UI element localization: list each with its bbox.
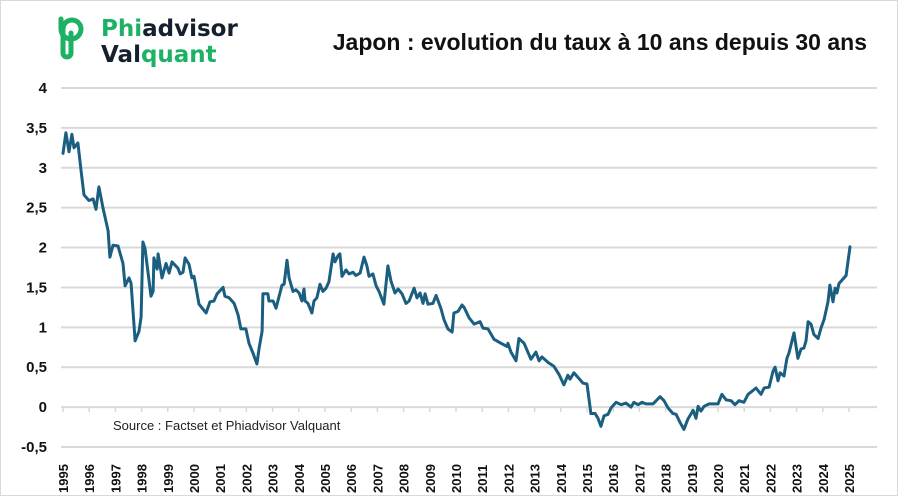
series-line-japon-10-ans bbox=[61, 131, 852, 431]
x-tick-label: 2013 bbox=[528, 464, 543, 493]
logo-advisor: advisor bbox=[142, 16, 238, 42]
x-tick-label: 2008 bbox=[397, 464, 412, 493]
y-tick-label: -0,5 bbox=[21, 439, 47, 456]
logo-mark-icon bbox=[58, 16, 84, 60]
logo-quant: quant bbox=[141, 42, 217, 68]
svg-text:Phiadvisor: Phiadvisor bbox=[101, 16, 238, 42]
y-tick-label: 1,5 bbox=[26, 279, 47, 296]
x-tick-label: 2024 bbox=[816, 463, 831, 493]
x-tick-label: 2012 bbox=[501, 464, 516, 493]
x-tick-label: 2003 bbox=[266, 464, 281, 493]
y-tick-label: 0,5 bbox=[26, 359, 47, 376]
x-tick-label: 2025 bbox=[842, 464, 857, 493]
y-tick-label: 1 bbox=[39, 319, 47, 336]
x-tick-label: 2014 bbox=[554, 463, 569, 493]
x-tick-label: 2019 bbox=[685, 464, 700, 493]
x-tick-label: 2001 bbox=[213, 464, 228, 493]
x-tick-label: 2022 bbox=[763, 464, 778, 493]
logo-val: Val bbox=[101, 42, 141, 68]
x-tick-label: 2023 bbox=[790, 464, 805, 493]
x-tick-label: 2020 bbox=[711, 464, 726, 493]
source-note: Source : Factset et Phiadvisor Valquant bbox=[113, 418, 341, 433]
x-tick-label: 2018 bbox=[659, 464, 674, 493]
x-tick-label: 2004 bbox=[292, 463, 307, 493]
x-tick-label: 2005 bbox=[318, 464, 333, 493]
x-tick-label: 1997 bbox=[108, 464, 123, 493]
y-tick-label: 4 bbox=[39, 80, 48, 97]
x-tick-label: 2021 bbox=[737, 464, 752, 493]
x-tick-label: 1996 bbox=[82, 464, 97, 493]
x-tick-label: 1999 bbox=[161, 464, 176, 493]
x-tick-label: 2000 bbox=[187, 464, 202, 493]
chart-title: Japon : evolution du taux à 10 ans depui… bbox=[333, 29, 867, 55]
x-tick-label: 1998 bbox=[135, 464, 150, 493]
x-tick-label: 2002 bbox=[239, 464, 254, 493]
x-tick-label: 1995 bbox=[56, 464, 71, 493]
phiadvisor-valquant-logo: Phiadvisor Valquant bbox=[58, 16, 238, 68]
x-tick-label: 2016 bbox=[606, 464, 621, 493]
y-tick-label: 3,5 bbox=[26, 120, 47, 137]
x-tick-label: 2009 bbox=[423, 464, 438, 493]
x-tick-label: 2011 bbox=[475, 465, 490, 493]
y-tick-label: 2,5 bbox=[26, 200, 47, 217]
x-tick-label: 2017 bbox=[632, 464, 647, 493]
svg-text:Valquant: Valquant bbox=[101, 42, 217, 68]
logo-phi: Phi bbox=[101, 16, 142, 42]
y-tick-label: 3 bbox=[39, 160, 47, 177]
y-tick-label: 0 bbox=[39, 399, 47, 416]
x-tick-label: 2015 bbox=[580, 464, 595, 493]
x-tick-label: 2006 bbox=[344, 464, 359, 493]
x-tick-label: 2010 bbox=[449, 464, 464, 493]
x-tick-label: 2007 bbox=[370, 464, 385, 493]
y-tick-label: 2 bbox=[39, 240, 47, 257]
